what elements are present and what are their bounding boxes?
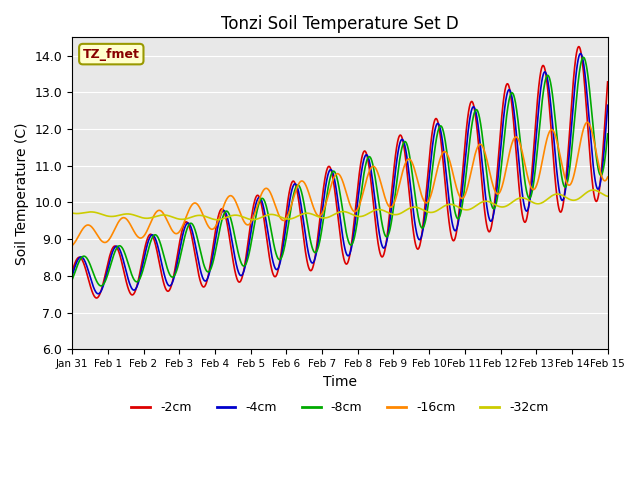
Title: Tonzi Soil Temperature Set D: Tonzi Soil Temperature Set D [221, 15, 459, 33]
X-axis label: Time: Time [323, 374, 357, 389]
Legend: -2cm, -4cm, -8cm, -16cm, -32cm: -2cm, -4cm, -8cm, -16cm, -32cm [126, 396, 554, 419]
Text: TZ_fmet: TZ_fmet [83, 48, 140, 60]
Y-axis label: Soil Temperature (C): Soil Temperature (C) [15, 122, 29, 264]
